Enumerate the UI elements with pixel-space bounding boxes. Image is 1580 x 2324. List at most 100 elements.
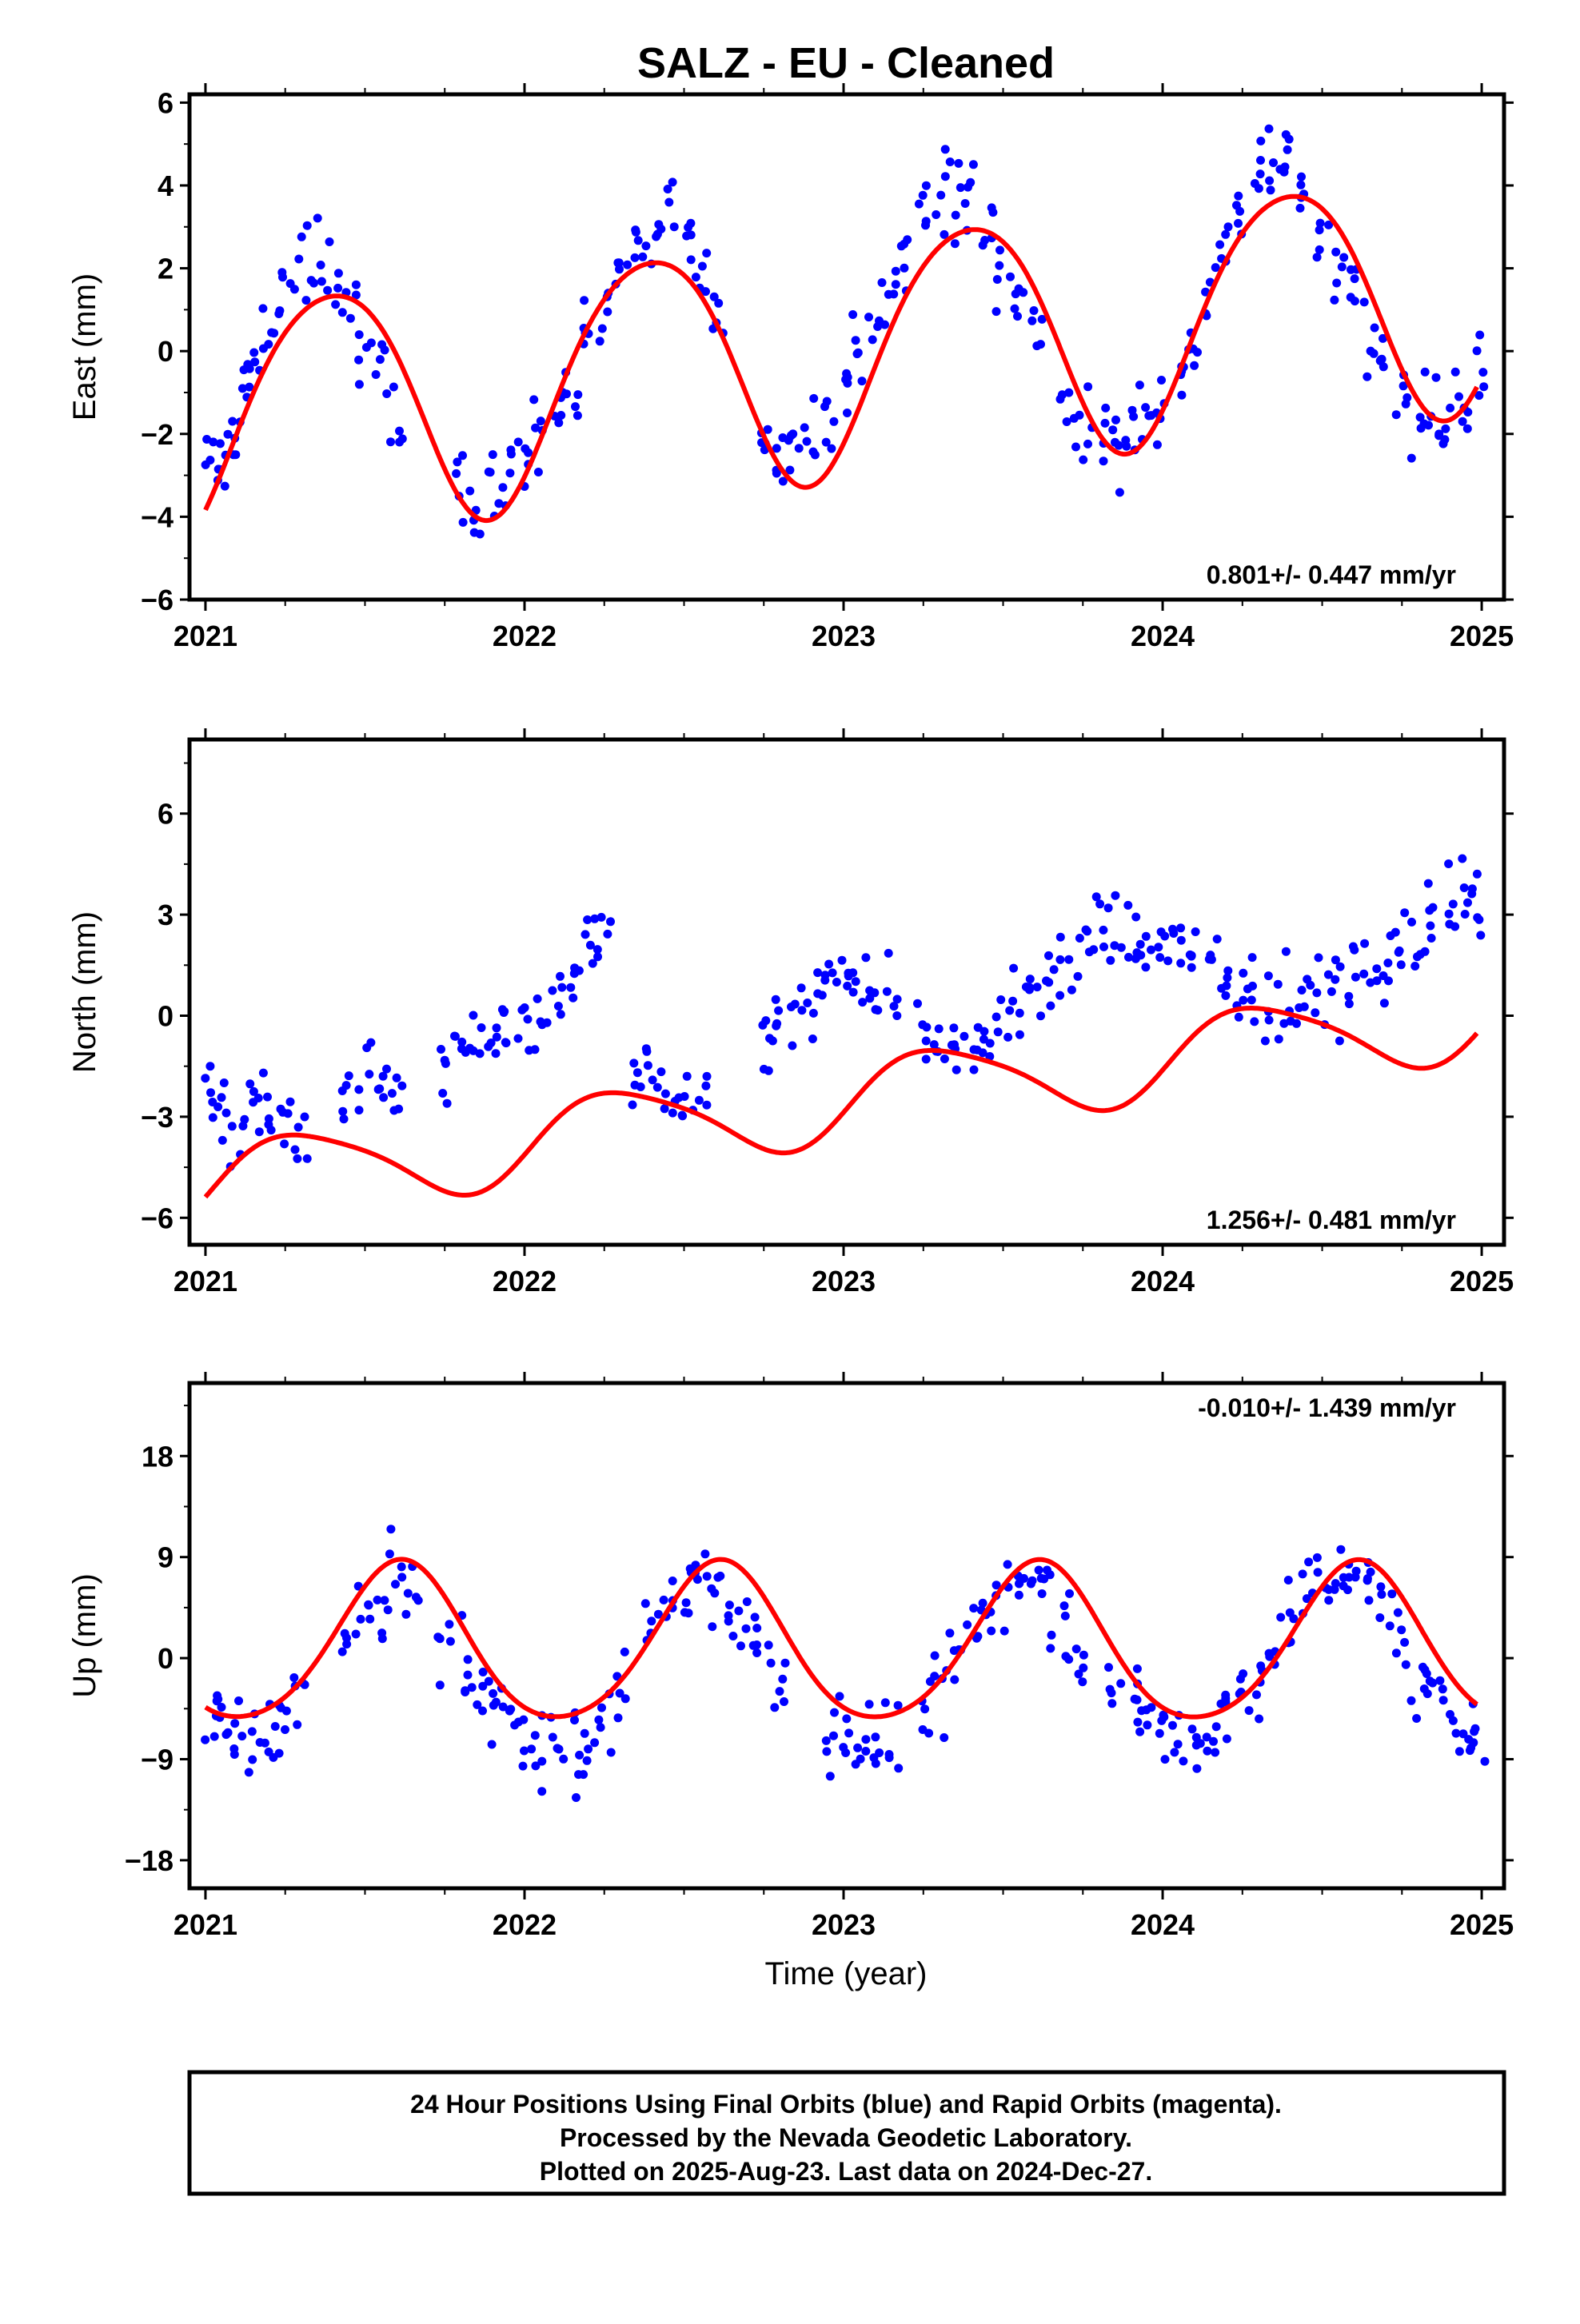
data-point xyxy=(1135,939,1145,949)
data-point xyxy=(848,968,858,978)
data-point xyxy=(277,268,287,277)
data-point xyxy=(1193,348,1202,357)
y-tick-label: −6 xyxy=(141,584,174,616)
data-point xyxy=(488,450,497,460)
y-tick-label: 4 xyxy=(158,169,174,202)
data-point xyxy=(861,1735,871,1744)
data-point xyxy=(1064,955,1074,964)
data-point xyxy=(1055,955,1065,964)
data-point xyxy=(697,261,707,271)
data-point xyxy=(940,1054,949,1063)
data-point xyxy=(1123,900,1133,910)
data-point xyxy=(452,468,461,478)
data-point xyxy=(930,1672,940,1681)
data-point xyxy=(1324,220,1334,229)
data-point xyxy=(484,1676,493,1686)
data-point xyxy=(648,1075,657,1085)
data-point xyxy=(949,1023,959,1033)
data-point xyxy=(209,1732,219,1741)
data-point xyxy=(954,158,964,168)
data-point xyxy=(285,1097,295,1106)
data-point xyxy=(274,1748,284,1758)
data-point xyxy=(489,1688,498,1698)
data-point xyxy=(1366,1567,1375,1577)
data-point xyxy=(342,1640,352,1649)
data-point xyxy=(1422,1689,1432,1699)
data-point xyxy=(1247,953,1257,963)
data-point xyxy=(1177,390,1187,400)
data-point xyxy=(250,357,260,367)
data-point xyxy=(708,1622,717,1632)
data-point xyxy=(1015,1030,1024,1039)
data-point xyxy=(1451,1728,1461,1738)
data-point xyxy=(843,409,852,417)
data-point xyxy=(458,451,467,460)
data-point xyxy=(686,230,696,240)
data-point xyxy=(293,1122,303,1132)
x-tick-label: 2025 xyxy=(1450,1908,1514,1941)
data-point xyxy=(960,199,970,208)
data-point xyxy=(1144,411,1154,421)
data-point xyxy=(306,276,316,285)
data-point xyxy=(556,1010,565,1019)
data-point xyxy=(1264,124,1274,134)
data-point xyxy=(1402,393,1412,402)
data-point xyxy=(394,1104,404,1114)
data-point xyxy=(1060,1611,1070,1620)
data-point xyxy=(548,986,557,995)
data-point xyxy=(1394,947,1403,957)
data-point xyxy=(853,348,863,357)
data-point xyxy=(1036,340,1045,349)
data-point xyxy=(1335,1036,1344,1046)
data-point xyxy=(458,517,468,527)
data-point xyxy=(1398,381,1408,391)
data-point xyxy=(554,418,564,428)
data-point xyxy=(1444,859,1454,868)
data-point xyxy=(365,1070,374,1079)
data-point xyxy=(580,296,589,305)
footer-line-1: 24 Hour Positions Using Final Orbits (bl… xyxy=(410,2090,1282,2119)
data-point xyxy=(686,255,696,265)
data-point xyxy=(497,1005,507,1015)
data-point xyxy=(969,1065,979,1074)
data-point xyxy=(952,1065,961,1074)
data-point xyxy=(1075,410,1084,420)
data-point xyxy=(1129,412,1139,421)
data-point xyxy=(595,337,604,346)
data-point xyxy=(498,483,508,492)
data-point xyxy=(377,340,387,349)
data-point xyxy=(1260,1036,1270,1046)
data-point xyxy=(1266,185,1275,195)
data-point xyxy=(223,429,233,439)
data-point xyxy=(1071,442,1080,452)
data-point xyxy=(1379,333,1387,343)
data-point xyxy=(1438,1684,1447,1694)
data-point xyxy=(1469,1738,1478,1748)
data-point xyxy=(1415,950,1425,959)
data-point xyxy=(615,1688,624,1698)
data-point xyxy=(929,1040,939,1050)
data-point xyxy=(344,1071,353,1081)
data-point xyxy=(1281,947,1291,956)
data-point xyxy=(844,1728,854,1738)
data-point xyxy=(794,444,804,453)
data-point xyxy=(702,1572,712,1581)
data-point xyxy=(584,1744,593,1754)
data-point xyxy=(920,1704,930,1714)
data-point xyxy=(1211,263,1220,273)
data-point xyxy=(401,1609,411,1619)
data-point xyxy=(1463,408,1473,417)
data-point xyxy=(1372,964,1382,974)
data-point xyxy=(1438,1696,1448,1705)
data-point xyxy=(1234,1012,1243,1022)
data-point xyxy=(700,1549,710,1559)
data-point xyxy=(780,1697,788,1706)
data-point xyxy=(813,968,823,978)
data-point xyxy=(1331,975,1340,984)
data-point xyxy=(638,252,648,261)
data-point xyxy=(1223,222,1233,232)
data-point xyxy=(593,952,602,962)
data-point xyxy=(652,1082,662,1092)
data-point xyxy=(780,1658,790,1668)
data-point xyxy=(880,1698,890,1708)
